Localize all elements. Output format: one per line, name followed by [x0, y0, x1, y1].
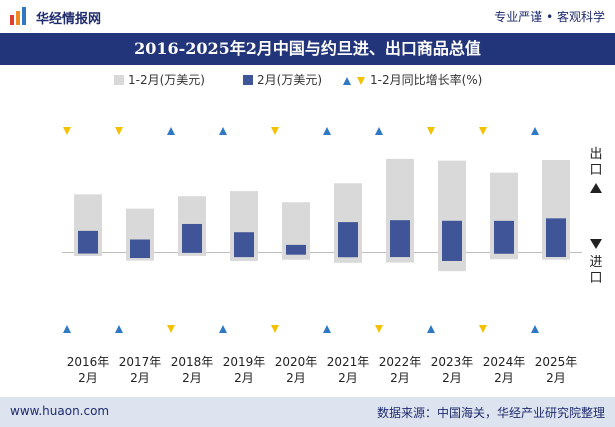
legend-down-triangle-icon [357, 77, 365, 85]
import-total-bar [282, 252, 310, 260]
down-triangle-icon [271, 127, 279, 135]
legend-growth-label: 1-2月同比增长率(%) [370, 72, 482, 87]
import-month-bar [546, 252, 566, 257]
up-triangle-icon [323, 127, 331, 135]
x-category-label: 2020年 2月 [275, 355, 318, 385]
brand-logo-icon [10, 7, 26, 25]
x-category-label: 2025年 2月 [535, 355, 578, 385]
up-triangle-icon [323, 325, 331, 333]
import-total-bar [386, 252, 414, 263]
up-triangle-icon [167, 127, 175, 135]
legend-total-swatch [114, 75, 124, 85]
export-month-bar [182, 223, 202, 253]
import-total-bar [74, 252, 102, 257]
x-category-label: 2021年 2月 [327, 355, 370, 385]
up-triangle-icon [63, 325, 71, 333]
import-month-bar [494, 252, 514, 254]
down-triangle-icon [427, 127, 435, 135]
up-triangle-icon [427, 325, 435, 333]
import-month-bar [78, 252, 98, 254]
export-month-bar [442, 220, 462, 253]
x-category-label: 2022年 2月 [379, 355, 422, 385]
export-month-bar [494, 220, 514, 253]
down-triangle-icon [479, 325, 487, 333]
up-triangle-icon [219, 325, 227, 333]
up-triangle-icon [531, 127, 539, 135]
chart-title-bar: 2016-2025年2月中国与约旦进、出口商品总值 [0, 33, 615, 65]
import-side-label-char: 进 [589, 255, 602, 270]
import-month-bar [390, 252, 410, 258]
x-category-label: 2016年 2月 [67, 355, 110, 385]
export-side-label-char: 口 [589, 163, 602, 178]
x-category-label: 2017年 2月 [119, 355, 162, 385]
export-month-bar [338, 222, 358, 253]
footer: www.huaon.com 数据来源：中国海关，华经产业研究院整理 [0, 397, 615, 427]
x-axis-labels: 2016年 2月 2017年 2月 2018年 2月 2019年 2月 2020年 2月 2021年… [67, 355, 578, 385]
bars [74, 158, 570, 272]
import-side-label-char: 口 [589, 271, 602, 286]
export-month-bar [390, 220, 410, 253]
down-triangle-icon [167, 325, 175, 333]
down-triangle-icon [271, 325, 279, 333]
export-up-arrow-icon [590, 183, 602, 193]
import-total-bar [490, 252, 518, 260]
up-triangle-icon [115, 325, 123, 333]
chart-title: 2016-2025年2月中国与约旦进、出口商品总值 [134, 39, 481, 58]
import-month-bar [130, 252, 150, 259]
brand-name: 华经情报网 [36, 12, 102, 27]
x-category-label: 2024年 2月 [483, 355, 526, 385]
import-month-bar [338, 252, 358, 258]
import-down-arrow-icon [590, 239, 602, 249]
export-side-label-char: 出 [589, 147, 602, 162]
legend-total-label: 1-2月(万美元) [128, 73, 205, 87]
export-month-bar [130, 239, 150, 253]
down-triangle-icon [115, 127, 123, 135]
down-triangle-icon [63, 127, 71, 135]
import-month-bar [234, 252, 254, 258]
site-url: www.huaon.com [10, 404, 110, 418]
export-month-bar [546, 218, 566, 253]
down-triangle-icon [375, 325, 383, 333]
data-labels [63, 127, 539, 333]
x-category-label: 2019年 2月 [223, 355, 266, 385]
up-triangle-icon [375, 127, 383, 135]
data-source: 数据来源：中国海关，华经产业研究院整理 [376, 406, 605, 420]
legend-month-label: 2月(万美元) [257, 73, 322, 87]
export-total-bar [282, 202, 310, 253]
slogan: 专业严谨 • 客观科学 [494, 10, 605, 24]
x-category-label: 2018年 2月 [171, 355, 214, 385]
up-triangle-icon [219, 127, 227, 135]
export-month-bar [234, 232, 254, 253]
chart-area: 1-2月(万美元) 2月(万美元) 1-2月同比增长率(%) 2016年 2月20… [62, 72, 603, 385]
legend-month-swatch [243, 75, 253, 85]
import-total-bar [178, 252, 206, 256]
down-triangle-icon [479, 127, 487, 135]
chart-legend: 1-2月(万美元) 2月(万美元) 1-2月同比增长率(%) [114, 72, 482, 87]
import-total-bar [334, 252, 362, 263]
export-month-bar [78, 230, 98, 253]
header-bar: 华经情报网 专业严谨 • 客观科学 [0, 0, 615, 32]
up-triangle-icon [531, 325, 539, 333]
export-month-bar [286, 244, 306, 253]
import-month-bar [442, 252, 462, 261]
import-month-bar [286, 252, 306, 255]
x-category-label: 2023年 2月 [431, 355, 474, 385]
legend-up-triangle-icon [343, 77, 351, 85]
